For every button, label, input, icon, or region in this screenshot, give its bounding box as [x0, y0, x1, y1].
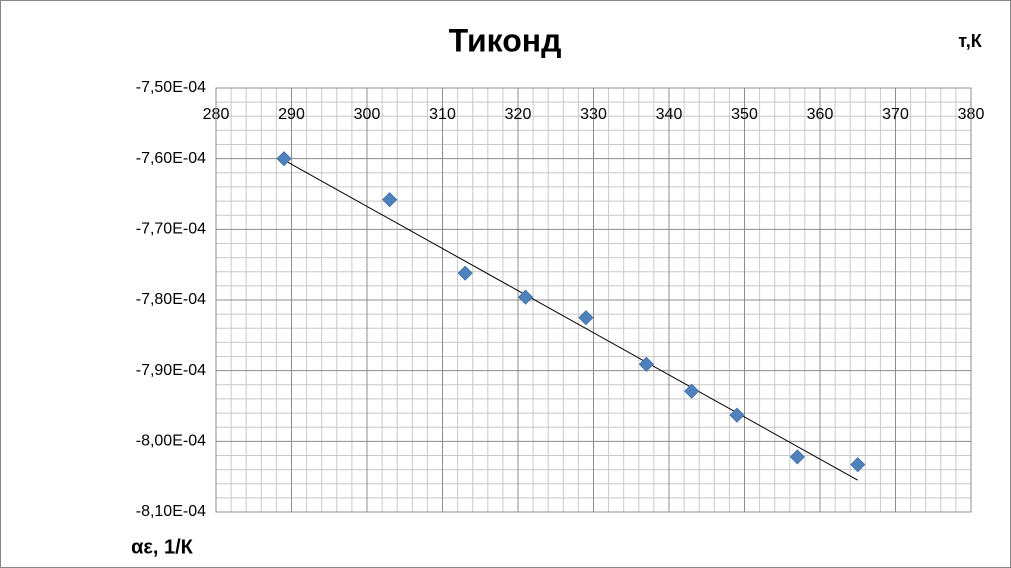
x-tick-label: 340	[656, 106, 683, 123]
point	[457, 265, 473, 281]
point	[638, 356, 654, 372]
point	[517, 289, 534, 305]
y-tick-label: -7,50E-04	[136, 79, 206, 96]
y-tick-label: -7,60E-04	[136, 150, 206, 167]
point	[276, 151, 292, 167]
point	[850, 457, 866, 473]
point	[578, 310, 594, 326]
y-axis-label: αε, 1/К	[131, 536, 194, 558]
x-tick-label: 350	[731, 106, 758, 123]
y-tick-label: -7,70E-04	[136, 221, 206, 238]
x-tick-label: 330	[580, 106, 607, 123]
x-tick-label: 360	[807, 106, 834, 123]
y-tick-label: -8,00E-04	[136, 433, 206, 450]
plot-frame	[215, 87, 972, 513]
chart-title: Тиконд	[449, 22, 562, 58]
y-tick-label: -7,90E-04	[136, 362, 206, 379]
x-axis-label: т,К	[958, 31, 982, 51]
point	[729, 407, 745, 423]
x-tick-label: 370	[882, 106, 909, 123]
point	[789, 449, 805, 465]
x-tick-label: 310	[429, 106, 456, 123]
point	[382, 192, 398, 208]
y-tick-label: -7,80E-04	[136, 291, 206, 308]
x-tick-label: 320	[505, 106, 532, 123]
trendline	[283, 159, 858, 481]
x-tick-label: 290	[278, 106, 305, 123]
x-tick-label: 300	[354, 106, 381, 123]
y-tick-label: -8,10E-04	[136, 503, 206, 520]
point	[684, 383, 700, 399]
